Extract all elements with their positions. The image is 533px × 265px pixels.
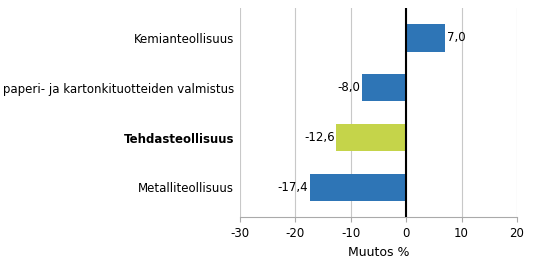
Bar [310,174,406,201]
X-axis label: Muutos %: Muutos % [348,246,409,259]
Bar [406,24,445,52]
Bar [362,74,406,101]
Bar [336,124,406,151]
Text: 7,0: 7,0 [447,31,465,44]
Text: -17,4: -17,4 [277,181,308,194]
Text: -12,6: -12,6 [304,131,335,144]
Text: -8,0: -8,0 [337,81,360,94]
